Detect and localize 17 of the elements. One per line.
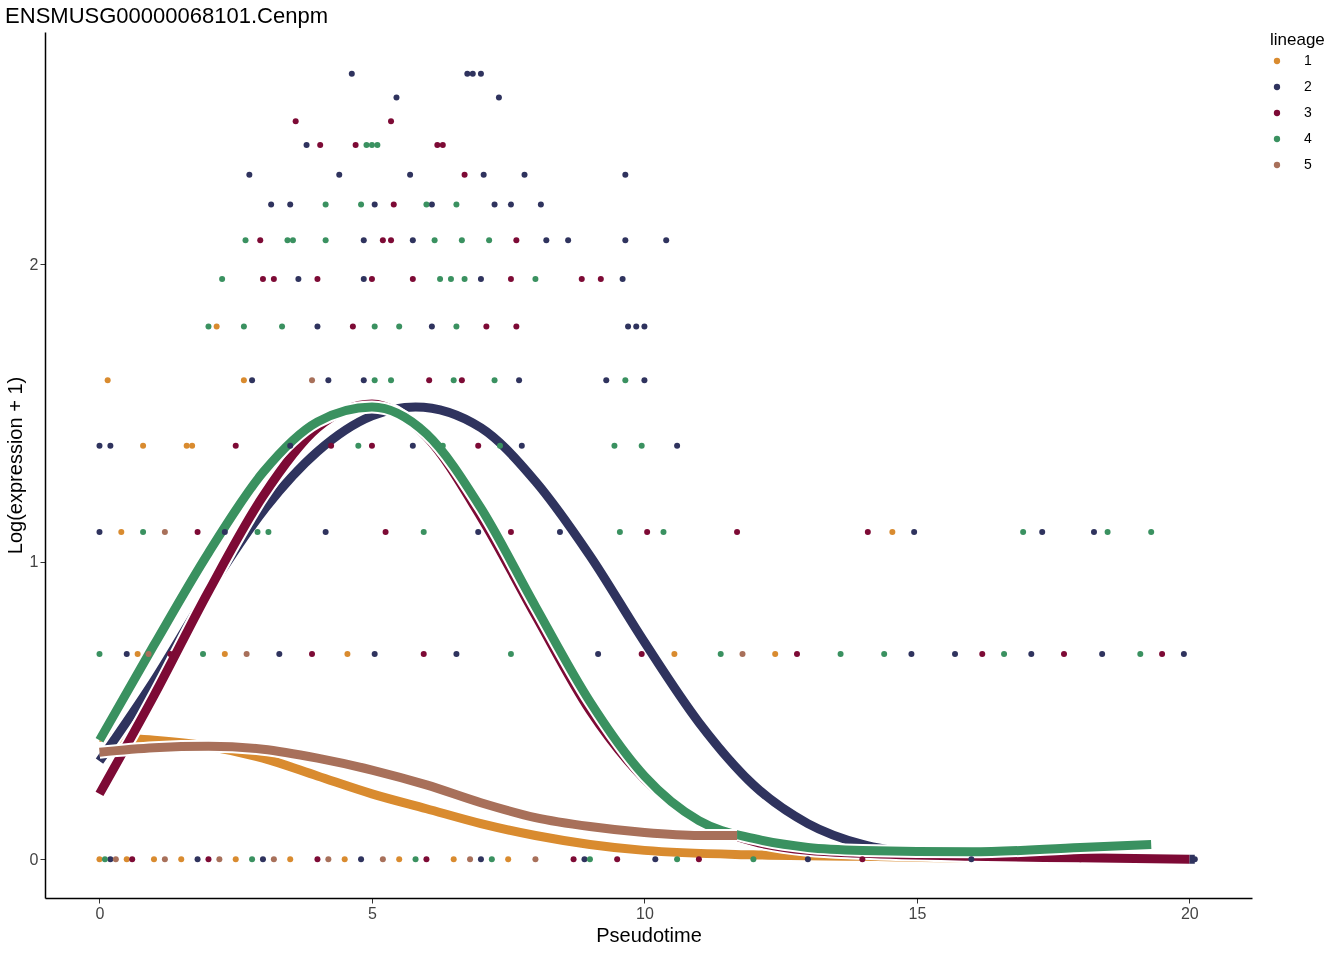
x-tick-label: 0	[95, 904, 105, 922]
y-tick-label: 2	[29, 255, 39, 273]
legend-label: 1	[1304, 52, 1312, 68]
x-axis-title: Pseudotime	[596, 923, 702, 946]
x-tick-label: 5	[368, 904, 377, 922]
y-tick-label: 0	[29, 850, 39, 868]
legend-label: 4	[1304, 130, 1312, 146]
legend-label: 2	[1304, 78, 1312, 94]
chart-title: ENSMUSG00000068101.Cenpm	[5, 3, 328, 28]
x-tick-label: 10	[636, 904, 654, 922]
legend-label: 5	[1304, 156, 1312, 172]
x-tick-label: 15	[908, 904, 927, 922]
legend-label: 3	[1304, 104, 1312, 120]
x-tick-label: 20	[1180, 904, 1199, 922]
y-axis-title: Log(expression + 1)	[3, 376, 26, 555]
legend-title: lineage	[1270, 30, 1325, 49]
y-tick-label: 1	[29, 553, 39, 571]
